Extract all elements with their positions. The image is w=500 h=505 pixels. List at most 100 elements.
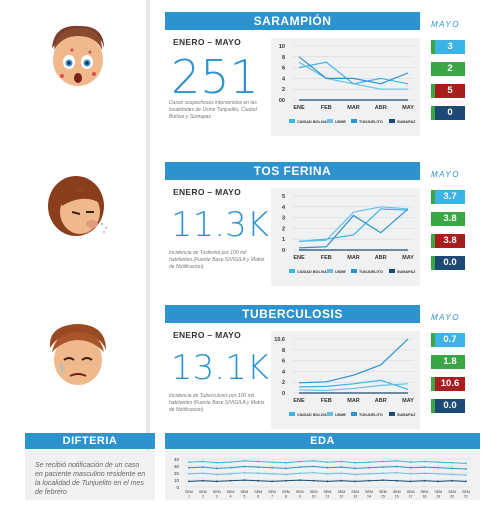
- y-tick-label: 10: [174, 478, 180, 483]
- x-tick-label: SEM: [185, 490, 193, 494]
- x-tick-label: ABR: [375, 255, 387, 261]
- y-tick-label: 2: [282, 87, 285, 93]
- mayo-badge-sumapaz: 0.0: [431, 256, 465, 270]
- eda-point: [382, 472, 384, 475]
- x-tick-label: SEM: [434, 490, 442, 494]
- x-tick-label: SEM: [241, 490, 249, 494]
- eda-point: [188, 473, 190, 475]
- eda-point: [271, 473, 273, 475]
- x-tick-label: SEM: [254, 490, 262, 494]
- eda-point: [271, 466, 273, 469]
- eda-point: [437, 473, 440, 475]
- x-tick-label: SEM: [268, 490, 276, 494]
- legend-swatch: [327, 269, 333, 273]
- legend-label: CIUDAD BOLIVAR: [297, 120, 330, 124]
- x-tick-label: MAY: [402, 105, 414, 111]
- mayo-badge-tunjuelito: 3.8: [431, 234, 465, 248]
- mayo-badge-usme: 1.8: [431, 355, 465, 369]
- legend-label: TUNJUELITO: [359, 413, 383, 417]
- mayo-badge-tunjuelito: 10.6: [431, 377, 465, 391]
- eda-point: [354, 473, 357, 476]
- series-line-ciudad-bolivar: [298, 61, 409, 85]
- eda-point: [368, 461, 370, 464]
- legend-swatch: [389, 269, 395, 273]
- x-tick-label: 20: [450, 495, 454, 499]
- legend-swatch: [289, 269, 295, 273]
- x-tick-label: 12: [339, 495, 343, 499]
- eda-point: [312, 471, 315, 474]
- y-tick-label: 30: [174, 464, 180, 469]
- eda-point: [298, 466, 301, 468]
- coughing-girl-face-icon: [48, 176, 107, 236]
- mayo-label: MAYO: [431, 170, 460, 179]
- eda-point: [312, 465, 315, 468]
- eda-point: [409, 461, 412, 464]
- legend-label: USME: [335, 120, 346, 124]
- x-tick-label: FEB: [321, 398, 332, 404]
- eda-point: [326, 480, 329, 483]
- chart-panel: 10 8 6 4 2 00 ENE FEB MAR ABR MAY CIUDAD BOLIVAR USM…: [271, 38, 420, 136]
- legend-label: CIUDAD BOLIVAR: [297, 413, 330, 417]
- section-note: Incidencia de Tuberculosis por 100 mil h…: [169, 393, 265, 413]
- period-label: ENERO – MAYO: [173, 330, 241, 340]
- eda-point: [326, 473, 329, 475]
- x-tick-label: SEM: [324, 490, 332, 494]
- eda-point: [188, 480, 190, 483]
- x-tick-label: 3: [216, 495, 218, 499]
- eda-point: [298, 479, 301, 482]
- x-tick-label: SEM: [199, 490, 207, 494]
- mayo-badge-sumapaz: 0: [431, 106, 465, 120]
- eda-point: [271, 480, 273, 483]
- x-tick-label: MAY: [402, 398, 414, 404]
- eda-point: [451, 461, 454, 464]
- y-tick-label: 5: [282, 194, 285, 200]
- eda-point: [229, 466, 232, 469]
- chart-panel: 10.6 8 6 4 2 0 ENE FEB MAR ABR MAY CIUDAD BOLIVAR US…: [271, 331, 420, 429]
- eda-point: [201, 460, 204, 463]
- eda-point: [243, 459, 246, 462]
- eda-point: [437, 461, 440, 464]
- eda-title: EDA: [165, 433, 480, 449]
- mayo-badge-usme: 2: [431, 62, 465, 76]
- y-tick-label: 20: [174, 471, 180, 476]
- x-tick-label: 4: [230, 495, 232, 499]
- eda-point: [340, 479, 343, 482]
- eda-point: [437, 480, 440, 483]
- x-tick-label: MAR: [347, 398, 360, 404]
- eda-point: [229, 473, 232, 475]
- eda-chart: 403020100SEM1SEM2SEM3SEM4SEM5SEM6SEM7SEM…: [174, 457, 470, 499]
- eda-point: [243, 479, 246, 482]
- y-tick-label: 10.6: [274, 337, 285, 343]
- legend-swatch: [289, 119, 295, 123]
- eda-point: [285, 467, 287, 470]
- series-line-ciudad-bolivar: [298, 208, 409, 242]
- x-tick-label: SEM: [448, 490, 456, 494]
- x-tick-label: SEM: [407, 490, 415, 494]
- x-tick-label: 11: [326, 495, 330, 499]
- legend-label: CIUDAD BOLIVAR: [297, 270, 330, 274]
- y-tick-label: 2: [282, 226, 285, 232]
- x-tick-label: SEM: [351, 490, 359, 494]
- eda-point: [354, 467, 357, 470]
- x-tick-label: MAY: [402, 255, 414, 261]
- eda-point: [382, 460, 384, 463]
- y-tick-label: 4: [282, 205, 286, 211]
- y-tick-label: 8: [282, 348, 285, 354]
- mayo-badge-sumapaz: 0.0: [431, 399, 465, 413]
- x-tick-label: ENE: [293, 105, 305, 111]
- eda-point: [368, 479, 370, 482]
- eda-point: [188, 461, 190, 464]
- eda-point: [423, 472, 426, 475]
- section-note: Casos sospechosos intervenidos en las lo…: [169, 100, 257, 120]
- period-label: ENERO – MAYO: [173, 37, 241, 47]
- x-tick-label: 2: [202, 495, 204, 499]
- x-tick-label: 16: [395, 495, 399, 499]
- big-value: 13.1K: [171, 348, 269, 388]
- section-2: TOS FERINA ENERO – MAYO 11.3K Incidencia de…: [165, 162, 465, 302]
- eda-point: [257, 472, 260, 475]
- series-line-usme: [298, 61, 408, 90]
- eda-point: [257, 466, 260, 468]
- x-tick-label: SEM: [365, 490, 373, 494]
- y-tick-label: 1: [282, 237, 285, 243]
- section-1: SARAMPIÓN ENERO – MAYO 251 Casos sospechoso…: [165, 12, 465, 152]
